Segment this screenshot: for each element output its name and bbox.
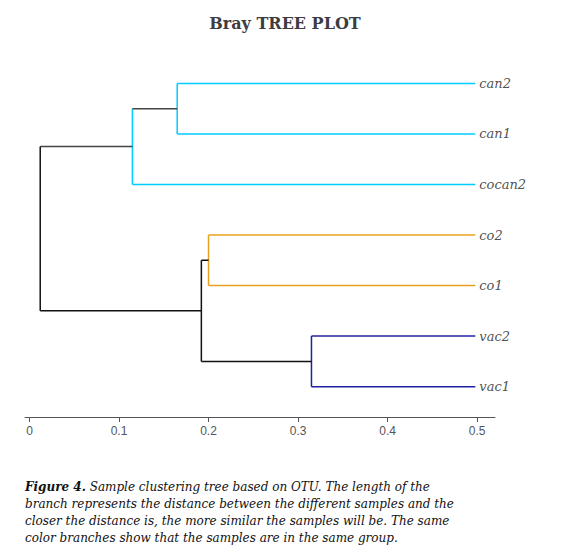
svg-text:0.5: 0.5 bbox=[469, 424, 486, 438]
svg-text:0: 0 bbox=[26, 424, 33, 438]
svg-text:co1: co1 bbox=[479, 278, 502, 293]
svg-text:color branches show that the s: color branches show that the samples are… bbox=[25, 531, 398, 545]
svg-text:branch represents the distance: branch represents the distance between t… bbox=[25, 497, 454, 511]
svg-text:Bray TREE PLOT: Bray TREE PLOT bbox=[209, 14, 361, 33]
svg-text:vac2: vac2 bbox=[479, 329, 510, 344]
svg-text:closer the distance is, the mo: closer the distance is, the more similar… bbox=[25, 514, 449, 528]
svg-text:can2: can2 bbox=[479, 76, 511, 91]
svg-text:cocan2: cocan2 bbox=[479, 177, 526, 192]
svg-text:0.2: 0.2 bbox=[200, 424, 217, 438]
svg-text:vac1: vac1 bbox=[479, 379, 510, 394]
svg-text:can1: can1 bbox=[479, 126, 511, 141]
svg-text:0.1: 0.1 bbox=[111, 424, 128, 438]
svg-text:0.3: 0.3 bbox=[290, 424, 307, 438]
svg-text:0.4: 0.4 bbox=[379, 424, 396, 438]
svg-text:Sample clustering tree based o: Sample clustering tree based on OTU. The… bbox=[86, 480, 430, 494]
svg-text:Figure 4.: Figure 4. bbox=[24, 480, 86, 494]
svg-text:co2: co2 bbox=[479, 228, 502, 243]
